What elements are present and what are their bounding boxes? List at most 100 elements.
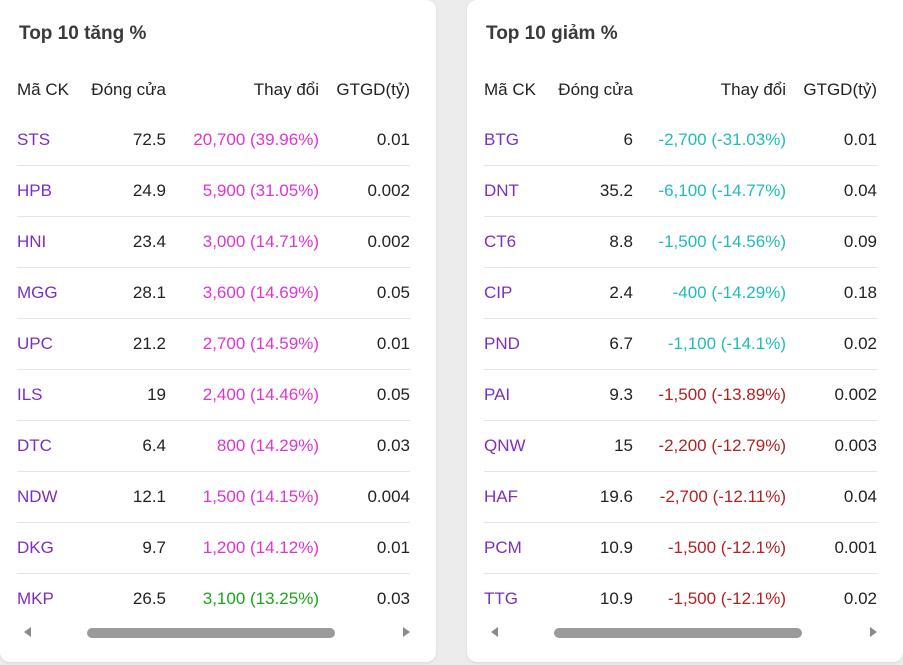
scroll-thumb[interactable] [87, 628, 335, 638]
stock-symbol-link[interactable]: MKP [17, 573, 81, 624]
scroll-right-arrow-icon[interactable] [403, 627, 410, 637]
close-price: 10.9 [548, 522, 633, 574]
stock-symbol-link[interactable]: CT6 [484, 216, 548, 268]
table-row[interactable]: CT6 8.8 -1,500 (-14.56%) 0.09 [484, 216, 877, 268]
price-change: 3,100 (13.25%) [166, 573, 319, 624]
stock-symbol-link[interactable]: DKG [17, 522, 81, 574]
table-header-row: Mã CK Đóng cửa Thay đổi GTGD(tỷ) [17, 64, 410, 115]
stock-symbol-link[interactable]: DNT [484, 165, 548, 217]
close-price: 26.5 [81, 573, 166, 624]
horizontal-scrollbar[interactable] [19, 624, 415, 642]
stock-symbol-link[interactable]: HNI [17, 216, 81, 268]
scroll-right-arrow-icon[interactable] [870, 627, 877, 637]
trade-value: 0.04 [786, 471, 877, 523]
trade-value: 0.05 [319, 267, 410, 319]
header-change: Thay đổi [253, 79, 319, 99]
table-row[interactable]: PND 6.7 -1,100 (-14.1%) 0.02 [484, 318, 877, 370]
price-change: -1,500 (-13.89%) [633, 369, 786, 421]
losers-title: Top 10 giảm % [486, 23, 618, 44]
table-row[interactable]: HPB 24.9 5,900 (31.05%) 0.002 [17, 165, 410, 217]
close-price: 19.6 [548, 471, 633, 523]
table-row[interactable]: PCM 10.9 -1,500 (-12.1%) 0.001 [484, 522, 877, 574]
stock-symbol-link[interactable]: ILS [17, 369, 81, 421]
table-row[interactable]: MGG 28.1 3,600 (14.69%) 0.05 [17, 267, 410, 319]
stock-symbol-link[interactable]: MGG [17, 267, 81, 319]
trade-value: 0.002 [786, 369, 877, 421]
trade-value: 0.01 [319, 522, 410, 574]
trade-value: 0.003 [786, 420, 877, 472]
price-change: -1,500 (-12.1%) [633, 522, 786, 574]
stock-symbol-link[interactable]: CIP [484, 267, 548, 319]
table-row[interactable]: HAF 19.6 -2,700 (-12.11%) 0.04 [484, 471, 877, 523]
table-row[interactable]: MKP 26.5 3,100 (13.25%) 0.03 [17, 573, 410, 624]
price-change: 3,600 (14.69%) [166, 267, 319, 319]
table-row[interactable]: BTG 6 -2,700 (-31.03%) 0.01 [484, 115, 877, 166]
trade-value: 0.01 [319, 318, 410, 370]
close-price: 24.9 [81, 165, 166, 217]
table-row[interactable]: HNI 23.4 3,000 (14.71%) 0.002 [17, 216, 410, 268]
price-change: -1,100 (-14.1%) [633, 318, 786, 370]
header-value: GTGD(tỷ) [803, 79, 877, 99]
price-change: -6,100 (-14.77%) [633, 165, 786, 217]
price-change: -400 (-14.29%) [633, 267, 786, 319]
stock-symbol-link[interactable]: HPB [17, 165, 81, 217]
price-change: 5,900 (31.05%) [166, 165, 319, 217]
close-price: 6 [623, 130, 633, 149]
close-price: 72.5 [132, 130, 166, 149]
trade-value: 0.002 [319, 216, 410, 268]
scroll-left-arrow-icon[interactable] [491, 627, 498, 637]
price-change: -2,700 (-31.03%) [658, 130, 786, 149]
stock-symbol-link[interactable]: QNW [484, 420, 548, 472]
header-change: Thay đổi [720, 79, 786, 99]
trade-value: 0.03 [319, 573, 410, 624]
table-row[interactable]: NDW 12.1 1,500 (14.15%) 0.004 [17, 471, 410, 523]
close-price: 23.4 [81, 216, 166, 268]
price-change: -2,700 (-12.11%) [633, 471, 786, 523]
stock-symbol-link[interactable]: HAF [484, 471, 548, 523]
table-row[interactable]: DNT 35.2 -6,100 (-14.77%) 0.04 [484, 165, 877, 217]
table-header-row: Mã CK Đóng cửa Thay đổi GTGD(tỷ) [484, 64, 877, 115]
gainers-title: Top 10 tăng % [19, 23, 147, 44]
stock-symbol-link[interactable]: PAI [484, 369, 548, 421]
stock-symbol-link[interactable]: STS [17, 130, 51, 149]
price-change: 800 (14.29%) [166, 420, 319, 472]
table-row[interactable]: UPC 21.2 2,700 (14.59%) 0.01 [17, 318, 410, 370]
stock-symbol-link[interactable]: NDW [17, 471, 81, 523]
table-row[interactable]: DTC 6.4 800 (14.29%) 0.03 [17, 420, 410, 472]
scroll-thumb[interactable] [554, 628, 802, 638]
stock-symbol-link[interactable]: PCM [484, 522, 548, 574]
trade-value: 0.03 [319, 420, 410, 472]
table-row[interactable]: CIP 2.4 -400 (-14.29%) 0.18 [484, 267, 877, 319]
stock-symbol-link[interactable]: TTG [484, 573, 548, 624]
table-row[interactable]: QNW 15 -2,200 (-12.79%) 0.003 [484, 420, 877, 472]
header-symbol: Mã CK [17, 79, 69, 99]
trade-value: 0.09 [786, 216, 877, 268]
trade-value: 0.05 [319, 369, 410, 421]
price-change: 20,700 (39.96%) [193, 130, 319, 149]
close-price: 10.9 [548, 573, 633, 624]
trade-value: 0.001 [786, 522, 877, 574]
close-price: 6.7 [548, 318, 633, 370]
stock-symbol-link[interactable]: PND [484, 318, 548, 370]
price-change: 1,500 (14.15%) [166, 471, 319, 523]
close-price: 19 [81, 369, 166, 421]
horizontal-scrollbar[interactable] [486, 624, 882, 642]
stock-symbol-link[interactable]: DTC [17, 420, 81, 472]
stock-symbol-link[interactable]: UPC [17, 318, 81, 370]
table-row[interactable]: STS 72.5 20,700 (39.96%) 0.01 [17, 115, 410, 166]
header-close: Đóng cửa [558, 79, 633, 99]
top-losers-panel: Top 10 giảm % Mã CK Đóng cửa Thay đổi GT… [467, 0, 903, 662]
table-row[interactable]: TTG 10.9 -1,500 (-12.1%) 0.02 [484, 573, 877, 624]
trade-value: 0.002 [319, 165, 410, 217]
scroll-left-arrow-icon[interactable] [24, 627, 31, 637]
stock-symbol-link[interactable]: BTG [484, 130, 519, 149]
header-value: GTGD(tỷ) [336, 79, 410, 99]
close-price: 12.1 [81, 471, 166, 523]
close-price: 9.7 [81, 522, 166, 574]
price-change: 2,700 (14.59%) [166, 318, 319, 370]
table-row[interactable]: DKG 9.7 1,200 (14.12%) 0.01 [17, 522, 410, 574]
header-close: Đóng cửa [91, 79, 166, 99]
table-row[interactable]: PAI 9.3 -1,500 (-13.89%) 0.002 [484, 369, 877, 421]
table-row[interactable]: ILS 19 2,400 (14.46%) 0.05 [17, 369, 410, 421]
close-price: 2.4 [548, 267, 633, 319]
